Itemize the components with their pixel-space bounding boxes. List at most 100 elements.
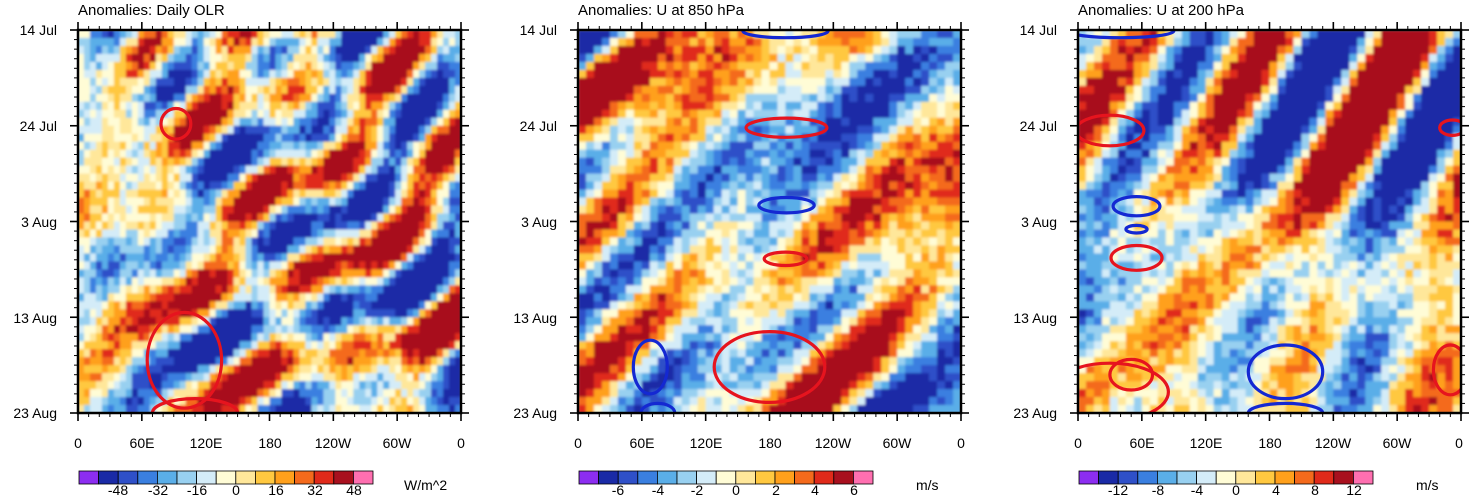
field-cell bbox=[641, 69, 651, 79]
field-cell bbox=[221, 181, 229, 191]
field-cell bbox=[897, 309, 906, 318]
field-cell bbox=[425, 157, 432, 167]
field-cell bbox=[371, 373, 378, 382]
field-cell bbox=[167, 333, 175, 342]
field-cell bbox=[641, 253, 651, 262]
field-cell bbox=[921, 237, 930, 247]
field-cell bbox=[825, 189, 834, 199]
field-cell bbox=[745, 213, 755, 223]
field-cell bbox=[287, 245, 295, 255]
field-cell bbox=[769, 45, 779, 55]
field-cell bbox=[769, 237, 779, 247]
field-cell bbox=[329, 285, 336, 294]
field-cell bbox=[881, 141, 890, 151]
field-cell bbox=[657, 101, 667, 111]
field-cell bbox=[197, 133, 205, 143]
field-cell bbox=[617, 221, 627, 231]
field-cell bbox=[113, 365, 121, 374]
field-cell bbox=[585, 109, 595, 119]
field-cell bbox=[215, 53, 223, 63]
field-cell bbox=[263, 365, 271, 374]
field-cell bbox=[353, 285, 360, 294]
field-cell bbox=[809, 30, 818, 39]
field-cell bbox=[745, 149, 755, 159]
field-cell bbox=[825, 277, 834, 286]
field-cell bbox=[419, 125, 426, 135]
field-cell bbox=[287, 253, 295, 262]
field-cell bbox=[323, 325, 330, 334]
field-cell bbox=[449, 125, 456, 135]
field-cell bbox=[161, 69, 169, 79]
field-cell bbox=[761, 309, 771, 318]
field-cell bbox=[401, 221, 408, 231]
field-cell bbox=[281, 165, 289, 175]
field-cell bbox=[125, 325, 133, 334]
field-cell bbox=[401, 309, 408, 318]
field-cell bbox=[239, 405, 247, 413]
field-cell bbox=[215, 93, 223, 103]
field-cell bbox=[83, 349, 91, 358]
field-cell bbox=[395, 365, 402, 374]
field-cell bbox=[257, 381, 265, 390]
field-cell bbox=[185, 333, 193, 342]
field-cell bbox=[89, 293, 97, 302]
field-cell bbox=[137, 197, 145, 207]
field-cell bbox=[335, 85, 342, 95]
field-cell bbox=[681, 165, 691, 175]
field-cell bbox=[801, 189, 810, 199]
field-cell bbox=[335, 93, 342, 103]
field-cell bbox=[713, 253, 723, 262]
field-cell bbox=[173, 381, 181, 390]
field-cell bbox=[227, 245, 235, 255]
field-cell bbox=[413, 381, 420, 390]
field-cell bbox=[287, 141, 295, 151]
field-cell bbox=[209, 357, 217, 366]
field-cell bbox=[881, 261, 890, 270]
field-cell bbox=[455, 69, 461, 79]
field-cell bbox=[323, 141, 330, 151]
field-cell bbox=[437, 317, 444, 326]
field-cell bbox=[281, 173, 289, 183]
field-cell bbox=[257, 317, 265, 326]
field-cell bbox=[753, 293, 763, 302]
field-cell bbox=[713, 213, 723, 223]
field-cell bbox=[865, 205, 874, 215]
field-cell bbox=[215, 165, 223, 175]
field-cell bbox=[455, 85, 461, 95]
field-cell bbox=[455, 301, 461, 310]
field-cell bbox=[101, 285, 109, 294]
field-cell bbox=[143, 269, 151, 278]
field-cell bbox=[197, 93, 205, 103]
panel-olr-ytick-label: 14 Jul bbox=[20, 22, 57, 38]
field-cell bbox=[251, 349, 259, 358]
field-cell bbox=[443, 381, 450, 390]
field-cell bbox=[377, 365, 384, 374]
field-cell bbox=[897, 205, 906, 215]
field-cell bbox=[269, 405, 277, 413]
field-cell bbox=[625, 197, 635, 207]
field-cell bbox=[377, 349, 384, 358]
field-cell bbox=[443, 405, 450, 413]
field-cell bbox=[233, 285, 241, 294]
field-cell bbox=[431, 61, 438, 71]
field-cell bbox=[777, 253, 787, 262]
field-cell bbox=[737, 285, 747, 294]
field-cell bbox=[275, 301, 283, 310]
field-cell bbox=[721, 301, 731, 310]
field-cell bbox=[125, 69, 133, 79]
field-cell bbox=[713, 69, 723, 79]
field-cell bbox=[251, 157, 259, 167]
field-cell bbox=[881, 93, 890, 103]
field-cell bbox=[113, 53, 121, 63]
field-cell bbox=[299, 37, 306, 47]
field-cell bbox=[449, 30, 456, 39]
field-cell bbox=[929, 237, 938, 247]
field-cell bbox=[239, 277, 247, 286]
field-cell bbox=[865, 277, 874, 286]
field-cell bbox=[865, 101, 874, 111]
field-cell bbox=[287, 381, 295, 390]
field-cell bbox=[953, 269, 961, 278]
field-cell bbox=[323, 365, 330, 374]
field-cell bbox=[697, 109, 707, 119]
